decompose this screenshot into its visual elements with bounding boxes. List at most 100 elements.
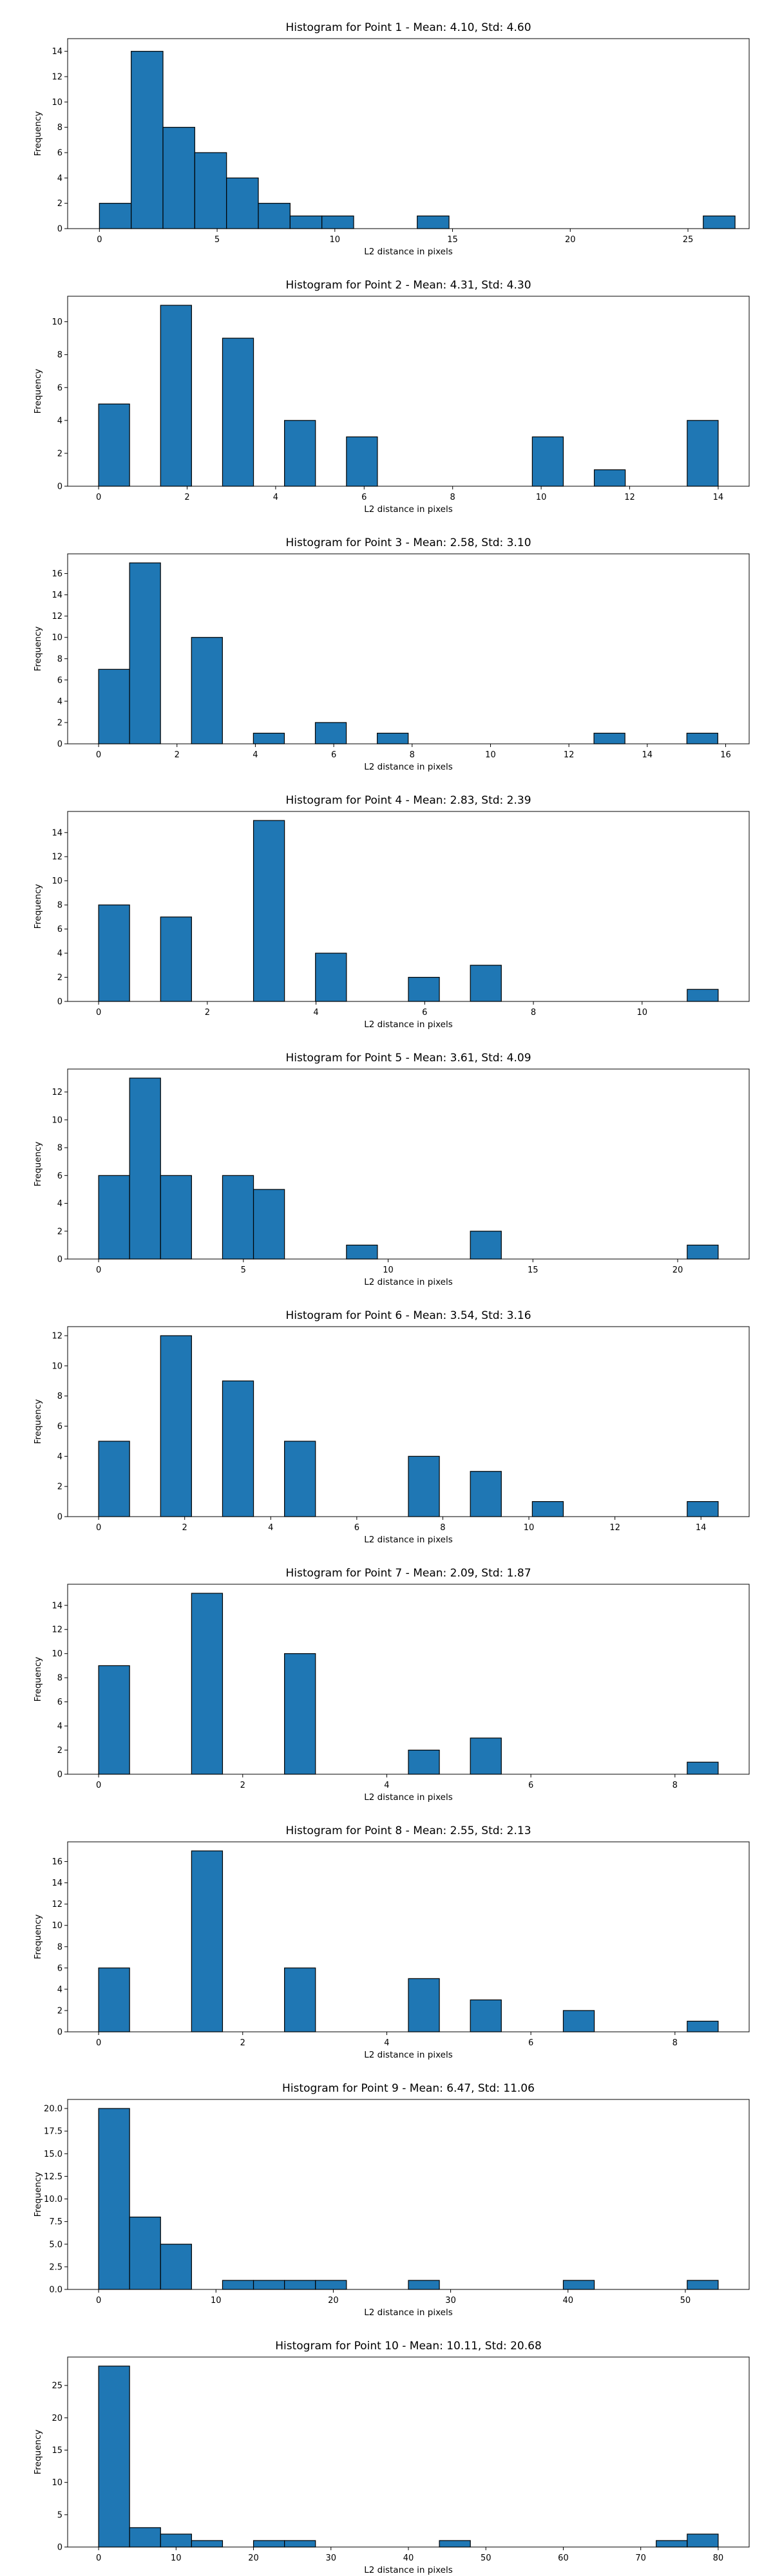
x-tick-label: 8 — [410, 750, 415, 760]
histogram-bar — [160, 1335, 192, 1517]
histogram-bar — [160, 2244, 192, 2290]
y-tick-label: 6 — [57, 1964, 62, 1973]
x-tick-label: 10 — [211, 2296, 222, 2306]
y-tick-label: 12 — [52, 853, 62, 862]
histogram-panel-1: Histogram for Point 1 - Mean: 4.10, Std:… — [0, 0, 773, 258]
y-tick-label: 2 — [57, 973, 62, 983]
x-tick-label: 10 — [485, 750, 496, 760]
y-axis-label: Frequency — [33, 369, 43, 414]
x-tick-label: 15 — [447, 235, 458, 245]
x-tick-label: 5 — [215, 235, 220, 245]
x-axis-label: L2 distance in pixels — [364, 2050, 452, 2060]
y-tick-label: 2 — [57, 199, 62, 209]
y-tick-label: 4 — [57, 416, 62, 426]
y-axis-label: Frequency — [33, 1915, 43, 1960]
histogram-bar — [129, 2527, 161, 2548]
y-tick-label: 12 — [52, 73, 62, 82]
x-tick-label: 4 — [273, 493, 278, 502]
histogram-svg-2: Histogram for Point 2 - Mean: 4.31, Std:… — [33, 279, 750, 515]
x-tick-label: 10 — [637, 1008, 648, 1018]
x-tick-label: 4 — [384, 1781, 389, 1790]
y-tick-label: 10 — [52, 1921, 62, 1931]
x-tick-label: 10 — [330, 235, 341, 245]
x-tick-label: 6 — [361, 493, 367, 502]
y-tick-label: 25 — [52, 2382, 62, 2391]
histogram-bar — [531, 436, 564, 487]
y-tick-label: 6 — [57, 1171, 62, 1181]
x-tick-label: 2 — [240, 2038, 245, 2048]
y-tick-label: 12 — [52, 1332, 62, 1341]
histogram-bar — [129, 562, 161, 744]
x-tick-label: 6 — [354, 1523, 359, 1533]
x-axis-label: L2 distance in pixels — [364, 1277, 452, 1287]
y-tick-label: 12 — [52, 612, 62, 621]
y-tick-label: 15.0 — [44, 2150, 62, 2159]
y-tick-label: 0 — [57, 1513, 62, 1522]
histogram-bar — [98, 1665, 130, 1775]
y-tick-label: 4 — [57, 697, 62, 706]
y-tick-label: 17.5 — [44, 2127, 62, 2137]
y-tick-label: 2 — [57, 1482, 62, 1492]
x-tick-label: 50 — [680, 2296, 691, 2306]
x-tick-label: 4 — [253, 750, 258, 760]
histogram-bar — [656, 2540, 688, 2548]
histogram-bar — [99, 203, 132, 229]
histogram-panel-7: Histogram for Point 7 - Mean: 2.09, Std:… — [0, 1546, 773, 1803]
y-tick-label: 0 — [57, 998, 62, 1007]
y-tick-label: 10 — [52, 98, 62, 108]
histogram-bar — [470, 1999, 502, 2032]
histogram-bar — [470, 1231, 502, 1260]
axes-frame — [67, 1068, 750, 1260]
histogram-bar — [686, 732, 718, 744]
y-tick-label: 0 — [57, 1255, 62, 1265]
histogram-bar — [470, 1471, 502, 1517]
x-axis-label: L2 distance in pixels — [364, 1535, 452, 1545]
x-tick-label: 0 — [96, 2038, 101, 2048]
x-tick-label: 12 — [624, 493, 635, 502]
histogram-bar — [258, 203, 291, 229]
histogram-bar — [408, 976, 440, 1002]
x-tick-label: 0 — [97, 235, 102, 245]
histogram-bar — [470, 965, 502, 1002]
y-tick-label: 2 — [57, 718, 62, 728]
x-tick-label: 6 — [528, 1781, 533, 1790]
histogram-bar — [222, 1380, 254, 1517]
y-tick-label: 12.5 — [44, 2172, 62, 2182]
y-axis-label: Frequency — [33, 627, 43, 672]
histogram-bar — [284, 2540, 316, 2548]
histogram-panel-4: Histogram for Point 4 - Mean: 2.83, Std:… — [0, 773, 773, 1030]
y-tick-label: 20 — [52, 2414, 62, 2423]
y-tick-label: 6 — [57, 1422, 62, 1432]
y-tick-label: 0 — [57, 1770, 62, 1780]
histogram-bar — [687, 420, 719, 487]
histogram-bar — [531, 1501, 564, 1517]
y-tick-label: 0 — [57, 2543, 62, 2553]
x-tick-label: 8 — [531, 1008, 536, 1018]
chart-title: Histogram for Point 4 - Mean: 2.83, Std:… — [285, 794, 531, 807]
y-axis-label: Frequency — [33, 1142, 43, 1187]
histogram-panel-9: Histogram for Point 9 - Mean: 6.47, Std:… — [0, 2061, 773, 2318]
x-tick-label: 40 — [403, 2553, 414, 2563]
y-axis-label: Frequency — [33, 884, 43, 929]
y-tick-label: 5 — [57, 2510, 62, 2520]
histogram-bar — [253, 2540, 285, 2548]
y-axis-label: Frequency — [33, 1399, 43, 1444]
x-tick-label: 40 — [562, 2296, 573, 2306]
x-tick-label: 0 — [96, 2296, 101, 2306]
x-tick-label: 4 — [268, 1523, 273, 1533]
histogram-bar — [98, 1175, 130, 1260]
histogram-bar — [593, 732, 625, 744]
histogram-bar — [703, 215, 736, 229]
x-tick-label: 20 — [565, 235, 576, 245]
x-tick-label: 60 — [558, 2553, 569, 2563]
histogram-bar — [687, 1501, 719, 1517]
y-axis-label: Frequency — [33, 1657, 43, 1702]
histogram-bar — [253, 732, 285, 744]
histogram-panel-5: Histogram for Point 5 - Mean: 3.61, Std:… — [0, 1030, 773, 1288]
x-tick-label: 2 — [175, 750, 180, 760]
histogram-svg-3: Histogram for Point 3 - Mean: 2.58, Std:… — [33, 536, 750, 772]
axes-frame — [67, 38, 750, 229]
y-tick-label: 16 — [52, 1857, 62, 1867]
y-tick-label: 4 — [57, 174, 62, 184]
histogram-bar — [253, 820, 285, 1002]
